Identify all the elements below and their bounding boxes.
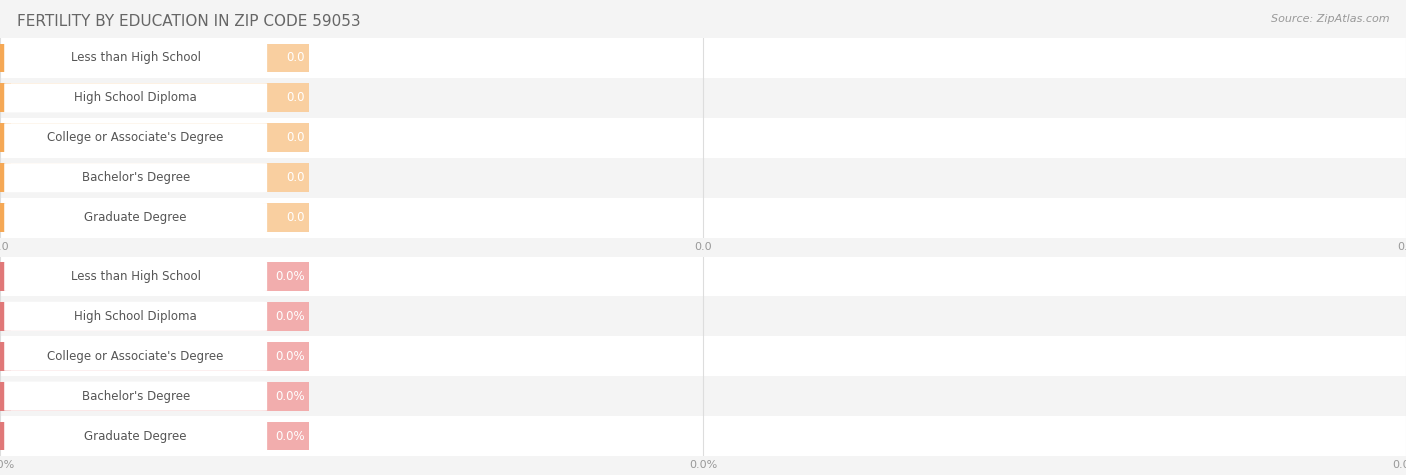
Text: College or Associate's Degree: College or Associate's Degree xyxy=(48,131,224,144)
FancyBboxPatch shape xyxy=(4,43,267,73)
Bar xyxy=(0,78,1406,118)
Text: Graduate Degree: Graduate Degree xyxy=(84,429,187,443)
Bar xyxy=(0,38,1406,78)
Text: 0.0: 0.0 xyxy=(287,91,305,104)
Bar xyxy=(0,84,309,112)
Text: 0.0: 0.0 xyxy=(287,131,305,144)
FancyBboxPatch shape xyxy=(4,203,267,232)
Bar xyxy=(0,84,11,112)
Text: 0.0%: 0.0% xyxy=(276,310,305,323)
Bar xyxy=(0,262,11,291)
Bar xyxy=(0,342,11,370)
Bar xyxy=(0,163,309,192)
Text: Bachelor's Degree: Bachelor's Degree xyxy=(82,390,190,403)
Bar xyxy=(0,44,309,72)
Text: 0.0: 0.0 xyxy=(287,51,305,65)
Bar xyxy=(0,158,1406,198)
Bar xyxy=(0,203,11,232)
Bar xyxy=(0,336,1406,376)
Bar xyxy=(0,198,1406,238)
FancyBboxPatch shape xyxy=(4,381,267,411)
Bar xyxy=(0,118,1406,158)
FancyBboxPatch shape xyxy=(4,83,267,113)
Text: Less than High School: Less than High School xyxy=(70,270,201,283)
Bar xyxy=(0,44,11,72)
Bar xyxy=(0,422,309,450)
Bar xyxy=(0,302,11,331)
Bar xyxy=(0,342,309,370)
Bar xyxy=(0,416,1406,456)
Bar xyxy=(0,422,11,450)
FancyBboxPatch shape xyxy=(4,123,267,152)
Bar xyxy=(0,203,309,232)
Bar xyxy=(0,163,11,192)
Bar xyxy=(0,382,11,410)
Bar xyxy=(0,256,1406,296)
Bar xyxy=(0,302,309,331)
Text: High School Diploma: High School Diploma xyxy=(75,91,197,104)
FancyBboxPatch shape xyxy=(4,262,267,291)
Bar xyxy=(0,382,309,410)
Text: Graduate Degree: Graduate Degree xyxy=(84,211,187,224)
Text: Source: ZipAtlas.com: Source: ZipAtlas.com xyxy=(1271,14,1389,24)
FancyBboxPatch shape xyxy=(4,342,267,371)
Text: 0.0%: 0.0% xyxy=(276,390,305,403)
Text: 0.0%: 0.0% xyxy=(276,350,305,363)
FancyBboxPatch shape xyxy=(4,163,267,192)
Text: 0.0: 0.0 xyxy=(287,211,305,224)
Bar xyxy=(0,376,1406,416)
FancyBboxPatch shape xyxy=(4,421,267,451)
Text: Less than High School: Less than High School xyxy=(70,51,201,65)
Bar xyxy=(0,124,11,152)
FancyBboxPatch shape xyxy=(4,302,267,331)
Text: FERTILITY BY EDUCATION IN ZIP CODE 59053: FERTILITY BY EDUCATION IN ZIP CODE 59053 xyxy=(17,14,360,29)
Text: 0.0%: 0.0% xyxy=(276,270,305,283)
Text: 0.0: 0.0 xyxy=(287,171,305,184)
Bar xyxy=(0,262,309,291)
Text: 0.0%: 0.0% xyxy=(276,429,305,443)
Text: High School Diploma: High School Diploma xyxy=(75,310,197,323)
Bar xyxy=(0,296,1406,336)
Bar xyxy=(0,124,309,152)
Text: Bachelor's Degree: Bachelor's Degree xyxy=(82,171,190,184)
Text: College or Associate's Degree: College or Associate's Degree xyxy=(48,350,224,363)
